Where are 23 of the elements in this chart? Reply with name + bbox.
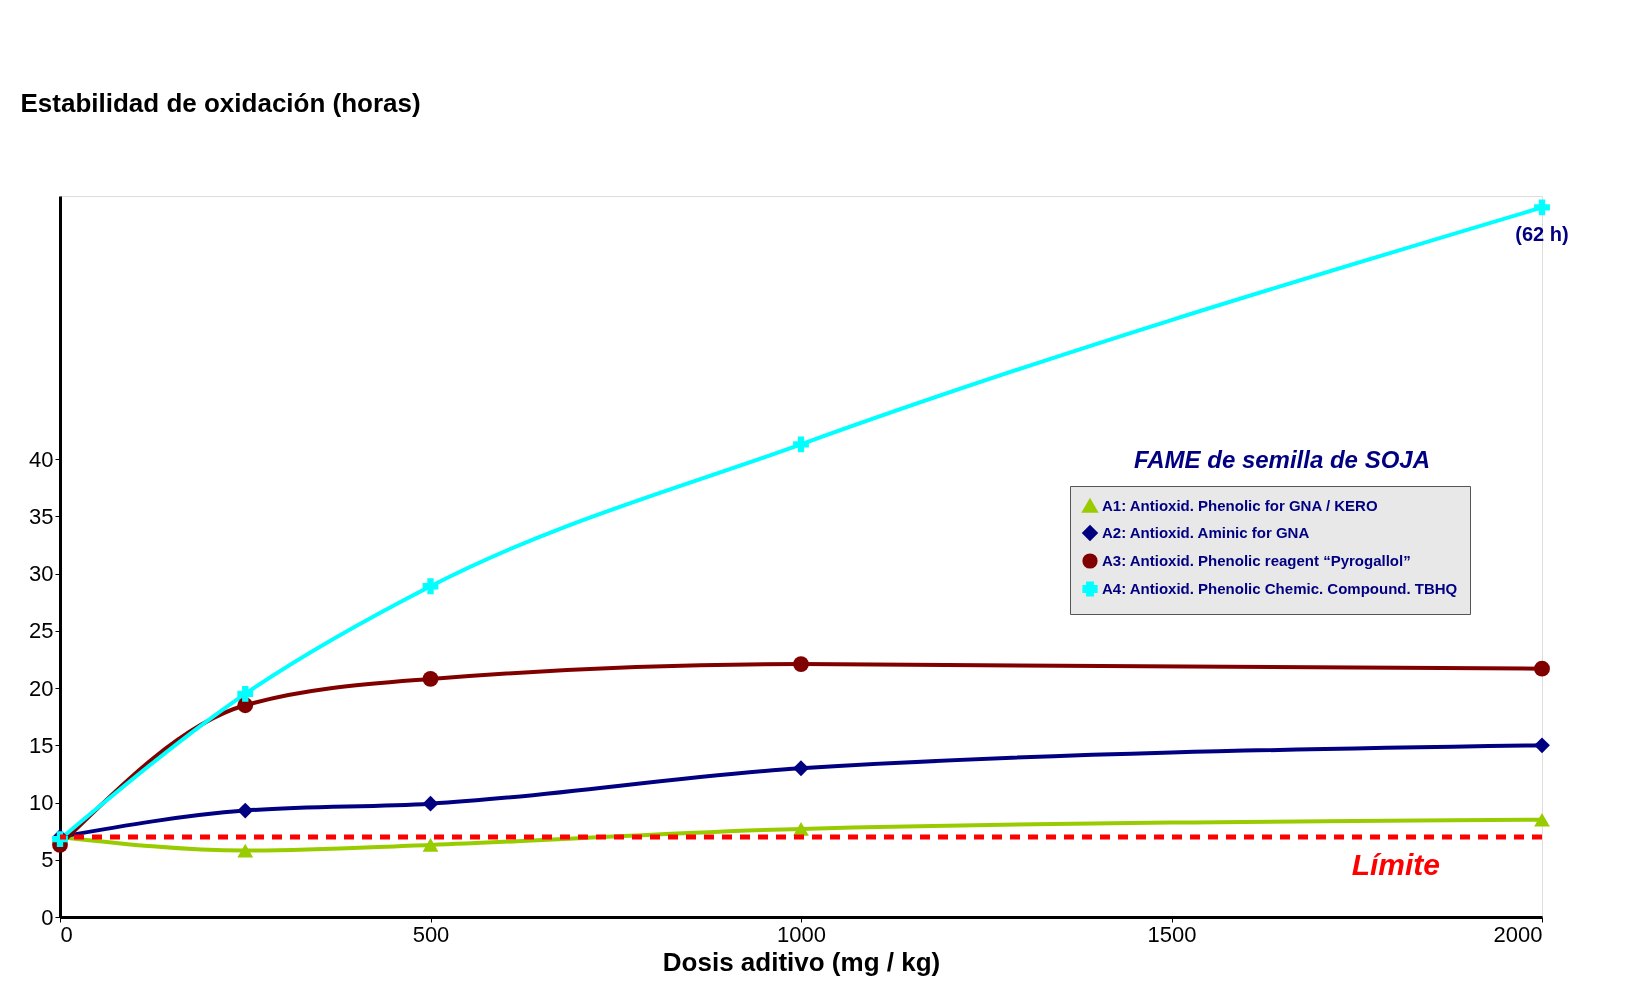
annotation: FAME de semilla de SOJA: [1133, 446, 1430, 473]
x-tick-label: 0: [60, 921, 73, 947]
legend-label: A4: Antioxid. Phenolic Chemic. Compound. TBHQ: [1102, 580, 1458, 597]
y-tick-label: 20: [29, 675, 54, 701]
annotation: (62 h): [1515, 223, 1569, 246]
ref-line-label: Límite: [1351, 847, 1440, 881]
y-tick-label: 0: [41, 904, 54, 930]
legend-label: A1: Antioxid. Phenolic for GNA / KERO: [1102, 497, 1378, 514]
legend-label: A3: Antioxid. Phenolic reagent “Pyrogallol”: [1102, 552, 1411, 569]
y-tick-label: 30: [29, 561, 54, 587]
x-tick-label: 1000: [777, 921, 826, 947]
y-tick-label: 5: [41, 847, 54, 873]
x-tick-label: 2000: [1493, 921, 1543, 947]
y-tick-label: 40: [29, 446, 54, 472]
x-tick-label: 1500: [1147, 921, 1197, 947]
y-tick-label: 10: [29, 790, 54, 816]
x-tick-label: 500: [412, 921, 450, 947]
legend-label: A2: Antioxid. Aminic for GNA: [1102, 524, 1310, 541]
y-tick-label: 15: [29, 732, 54, 758]
x-axis-title: Dosis aditivo (mg / kg): [662, 946, 941, 977]
y-tick-label: 25: [29, 618, 54, 644]
y-tick-label: 35: [29, 503, 54, 529]
y-axis-title: Estabilidad de oxidación (horas): [20, 87, 421, 118]
